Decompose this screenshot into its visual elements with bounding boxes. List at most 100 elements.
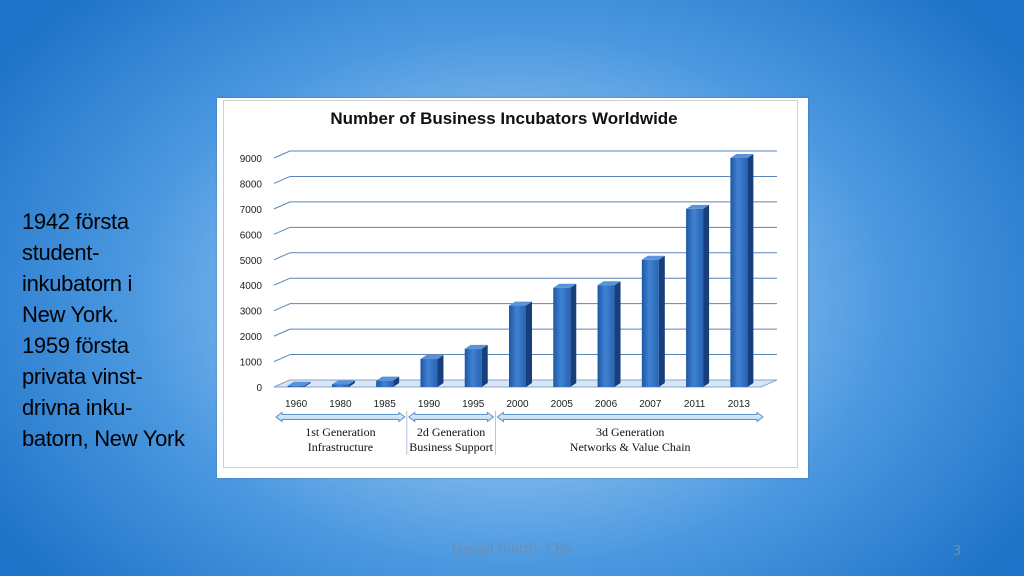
bar-front [553,287,571,387]
y-axis: 0 1000 2000 3000 4000 5000 6000 7000 8000 9000 [240,154,263,394]
bar [376,376,400,387]
gridline-depth [273,150,291,159]
bar [509,301,532,387]
y-tick-label: 3000 [240,307,263,318]
bar [641,255,665,387]
y-tick-label: 0 [256,383,262,394]
side-line: student- [22,240,100,265]
side-line: New York. [22,302,119,327]
bar-top [287,381,311,386]
bar-top [376,376,400,381]
y-tick-label: 1000 [240,358,263,369]
bar-side [526,301,532,387]
bar-top [331,380,355,385]
gridline-depth [273,226,291,235]
bar-side [614,281,621,387]
bar-side [304,381,311,387]
gridline-depth [273,277,291,286]
bar-front [464,348,482,387]
generation-sublabel: Business Support [409,440,493,454]
bar-side [570,283,577,387]
x-tick-label: 1995 [462,399,485,410]
page-number: 3 [953,544,962,559]
side-line: privata vinst- [22,364,143,389]
x-tick-label: 1985 [374,399,397,410]
bar-front [331,384,349,387]
bar-front [730,158,748,387]
bar-front [509,305,526,387]
bar-front [686,208,704,387]
bar-top [464,344,488,349]
bar-front [420,359,438,387]
chart-panel: Number of Business Incubators Worldwide … [217,98,808,478]
chart-title: Number of Business Incubators Worldwide [330,109,677,128]
bar-side [703,204,710,387]
x-tick-label: 2013 [728,399,751,410]
bar-front [641,259,659,387]
chart-frame: Number of Business Incubators Worldwide … [223,100,798,468]
bar-side [481,344,488,387]
generation-arrow [496,411,764,423]
y-tick-label: 4000 [240,281,263,292]
x-tick-label: 2000 [506,399,529,410]
bar-top [730,154,754,158]
y-tick-label: 7000 [240,205,263,216]
y-tick-label: 6000 [240,230,263,241]
side-line: batorn, New York [22,426,185,451]
bars [287,154,754,387]
bar [464,344,488,387]
generation-arrow [275,411,406,423]
bar [730,154,754,387]
footer-author: Daniel Hjorth, CBS [452,542,572,557]
y-tick-label: 9000 [240,154,263,165]
bar-top [509,301,532,306]
bar-top [420,355,444,360]
generation-sublabel: Networks & Value Chain [570,440,691,454]
gridline-depth [273,328,291,337]
side-line: 1959 första [22,333,129,358]
x-tick-label: 1960 [285,399,308,410]
gridline-depth [273,175,291,184]
bar-side [393,376,400,387]
bar-front [597,285,615,387]
generation-arrow [407,411,495,423]
bar [597,281,621,387]
y-tick-label: 5000 [240,256,263,267]
bar-side [348,380,355,387]
y-tick-label: 8000 [240,179,263,190]
generation-sublabel: Infrastructure [308,440,373,454]
bar [420,355,444,387]
x-tick-label: 1980 [329,399,352,410]
bar-side [437,355,444,387]
generation-label: 1st Generation [305,425,375,439]
bar-top [686,204,710,209]
x-tick-label: 2006 [595,399,618,410]
bar-front [376,380,394,387]
gridline-depth [273,201,291,210]
bar [331,380,355,387]
generation-label: 3d Generation [596,425,664,439]
bar-side [658,255,665,387]
bar [287,381,311,387]
bar-front [287,385,305,387]
x-tick-label: 2011 [684,399,706,410]
side-line: 1942 första [22,209,129,234]
bar [686,204,710,387]
x-tick-label: 1990 [418,399,441,410]
x-axis: 1960 1980 1985 1990 1995 2000 2005 2006 2007 2011… [285,399,750,410]
x-tick-label: 2005 [551,399,574,410]
bar-top [597,281,621,286]
generation-label: 2d Generation [417,425,485,439]
bar-chart: Number of Business Incubators Worldwide … [240,109,778,455]
side-text: 1942 första student- inkubatorn i New Yo… [22,206,212,454]
y-tick-label: 2000 [240,332,263,343]
side-line: drivna inku- [22,395,133,420]
bar-side [747,154,754,387]
x-tick-label: 2007 [639,399,662,410]
side-line: inkubatorn i [22,271,133,296]
bar-top [553,283,577,288]
gridline-depth [273,354,291,363]
gridline-depth [273,252,291,261]
gridline-depth [273,303,291,312]
